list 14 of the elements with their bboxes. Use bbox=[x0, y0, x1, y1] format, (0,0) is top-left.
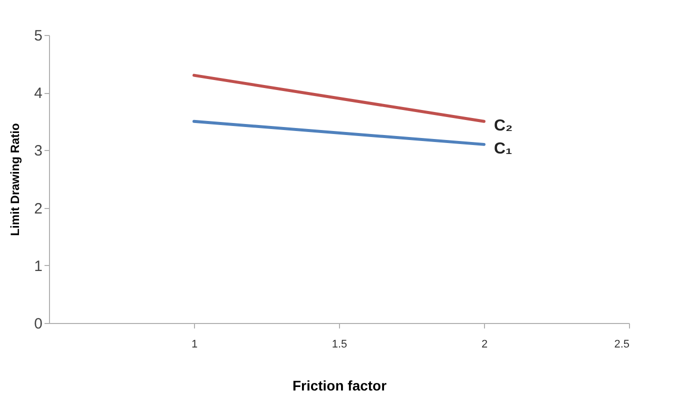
x-tick-label: 1.5 bbox=[332, 338, 348, 350]
y-axis-title: Limit Drawing Ratio bbox=[8, 123, 22, 236]
x-tick-label: 1 bbox=[191, 338, 198, 350]
y-tick-label: 1 bbox=[34, 258, 42, 275]
y-tick-label: 4 bbox=[34, 85, 42, 102]
x-tick-label: 2 bbox=[481, 338, 488, 350]
y-tick-label: 2 bbox=[34, 200, 42, 218]
series-label: C₂ bbox=[494, 117, 513, 134]
x-tick-label: 2.5 bbox=[614, 338, 630, 350]
y-tick-label: 5 bbox=[34, 28, 42, 44]
x-axis-title: Friction factor bbox=[292, 378, 388, 394]
y-tick-label: 3 bbox=[34, 142, 42, 160]
y-tick-label: 0 bbox=[34, 316, 42, 332]
series-label: C₁ bbox=[494, 140, 513, 158]
